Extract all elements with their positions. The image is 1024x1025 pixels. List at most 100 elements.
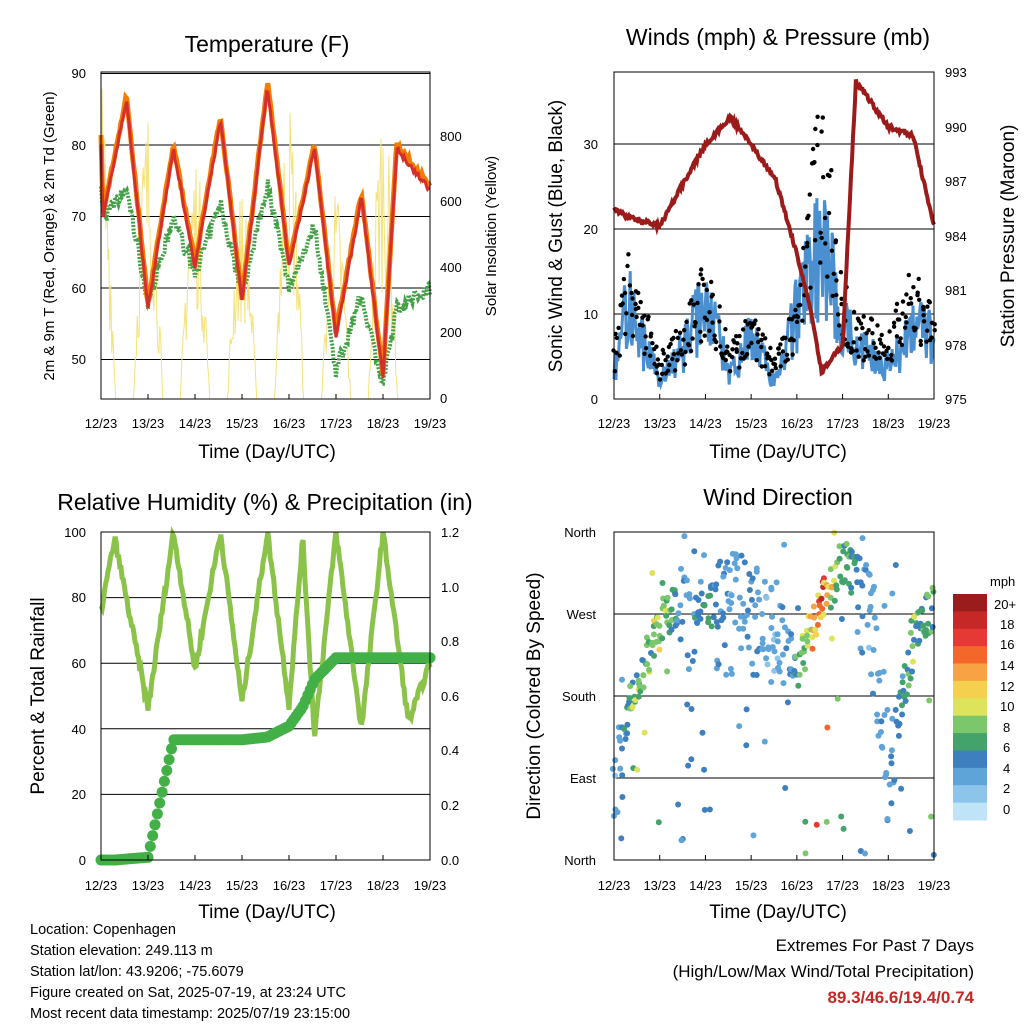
direction-point [728,592,735,599]
legend-label: 0 [1003,802,1010,817]
gust-point [830,293,835,299]
winds-frame [613,71,935,400]
gust-point [911,285,916,290]
direction-point [833,586,840,593]
gust-point [894,334,900,339]
direction-point [809,645,816,652]
gust-point [640,323,645,328]
direction-point [698,590,705,597]
gust-point [676,351,681,356]
direction-point [813,631,820,638]
gust-point [916,276,921,282]
tick-label: 30 [584,137,598,152]
direction-point [812,626,819,633]
gust-point [861,314,866,319]
legend-label: 6 [1003,740,1010,755]
direction-point [705,615,712,622]
gust-point [737,333,742,339]
direction-point [925,593,932,600]
direction-point [763,594,770,601]
tick-label: 50 [72,352,86,367]
gust-point [769,368,775,373]
direction-point [779,604,786,611]
direction-point [866,644,872,651]
precip-point [147,830,159,842]
x-tick-label: 18/23 [367,416,400,431]
direction-point [678,837,685,844]
direction-point [713,619,720,626]
direction-point [903,691,910,698]
gust-point [921,304,926,310]
gust-point [904,292,909,297]
direction-point [753,672,760,678]
gust-point [906,272,911,278]
direction-point [788,631,795,638]
gust-point [655,357,661,362]
tick-label: North [564,525,596,540]
gust-point [838,270,844,275]
gust-point [918,338,923,344]
direction-point [660,602,667,609]
direction-point [748,596,755,603]
gust-point [614,350,619,356]
direction-point [804,632,811,639]
gust-point [643,346,649,351]
gust-point [659,362,664,368]
direction-point [759,611,766,617]
gust-point [818,230,823,235]
gust-point [899,342,905,348]
x-tick-label: 12/23 [598,878,631,893]
tick-label: 90 [72,66,86,81]
direction-point [668,626,675,633]
winds-title: Winds (mph) & Pressure (mb) [626,24,930,50]
direction-point [668,606,675,613]
gust-point [625,263,630,269]
direction-point [684,701,691,708]
gust-point [866,353,872,358]
direction-point [736,594,743,601]
gust-point [851,340,856,345]
direction-point [744,633,751,640]
direction-point [646,666,652,673]
x-tick-label: 18/23 [872,878,905,893]
direction-point [617,737,624,744]
x-tick-label: 14/23 [689,878,722,893]
direction-point [759,635,766,642]
direction-point [659,580,666,586]
direction-point [707,592,714,599]
tick-label: 70 [72,209,86,224]
direction-point [694,620,701,626]
legend-title: mph [990,574,1015,589]
direction-point [655,819,662,826]
temperature-left-ticks: 50 60 70 80 90 [72,66,86,367]
gust-point [778,342,783,347]
tick-label: 0.0 [441,853,459,868]
direction-point [781,541,788,548]
gust-point [900,311,905,316]
gust-point [831,271,836,276]
gust-point [725,344,730,349]
direction-point [764,661,771,668]
direction-point [695,597,702,603]
direction-point [697,615,704,622]
direction-point [697,578,704,585]
direction-point [712,586,719,593]
gust-point [704,317,710,323]
x-tick-label: 19/23 [414,878,447,893]
direction-point [771,648,778,655]
gust-points [611,114,937,382]
gust-point [763,336,768,341]
direction-point [675,610,682,617]
gust-point [791,338,796,343]
gust-point [717,319,722,324]
gust-point [650,341,655,346]
gust-point [702,333,707,338]
direction-point [796,671,803,678]
temperature-panel: Temperature (F) 50 60 70 80 90 0 200 400… [41,31,500,463]
direction-point [804,642,811,649]
gust-point [917,297,922,302]
gust-point [623,331,628,337]
legend-swatch [953,767,987,786]
direction-point [697,608,704,615]
